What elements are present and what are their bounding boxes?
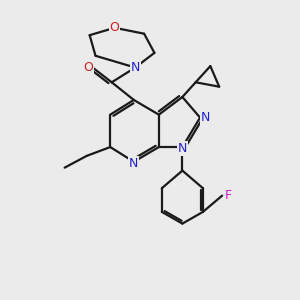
Text: O: O	[83, 61, 93, 74]
Text: N: N	[129, 157, 139, 170]
Text: N: N	[201, 111, 210, 124]
Text: F: F	[225, 189, 232, 202]
Text: O: O	[110, 21, 120, 34]
Text: N: N	[130, 61, 140, 74]
Text: N: N	[178, 142, 187, 155]
